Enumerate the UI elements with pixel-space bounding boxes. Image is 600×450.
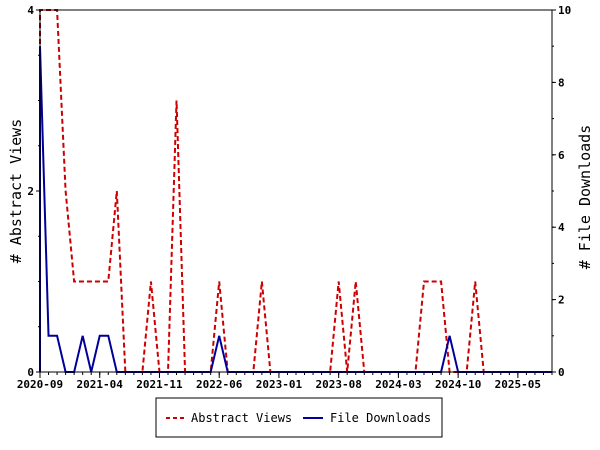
y-left-tick-label: 0 (27, 366, 34, 379)
y-right-tick-label: 0 (558, 366, 565, 379)
y-right-tick-label: 10 (558, 4, 571, 17)
x-tick-label: 2020-09 (17, 378, 63, 391)
legend: Abstract Views File Downloads (155, 397, 443, 438)
series-line-abstract-views (39, 9, 552, 373)
ticks-layer: 2020-09 2021-04 2021-11 2022-06 2023-01 2023-… (17, 4, 571, 391)
x-tick-label: 2025-05 (495, 378, 541, 391)
series-layer (39, 9, 552, 373)
y-right-tick-label: 8 (558, 76, 565, 89)
y-left-tick-label: 2 (27, 185, 34, 198)
y-right-tick-label: 6 (558, 149, 565, 162)
right-axis-title: # File Downloads (576, 125, 594, 270)
legend-label-file-downloads: File Downloads (330, 411, 431, 425)
y-left-tick-label: 4 (27, 4, 34, 17)
x-tick-label: 2022-06 (196, 378, 243, 391)
left-axis-title: # Abstract Views (7, 119, 25, 264)
x-tick-label: 2021-11 (136, 378, 183, 391)
legend-box (155, 397, 443, 438)
x-tick-label: 2024-03 (375, 378, 421, 391)
x-tick-label: 2024-10 (435, 378, 481, 391)
y-right-tick-label: 2 (558, 294, 565, 307)
x-tick-label: 2023-08 (315, 378, 361, 391)
y-right-tick-label: 4 (558, 221, 565, 234)
legend-label-abstract-views: Abstract Views (191, 411, 292, 425)
x-tick-label: 2021-04 (77, 378, 124, 391)
x-tick-label: 2023-01 (256, 378, 303, 391)
